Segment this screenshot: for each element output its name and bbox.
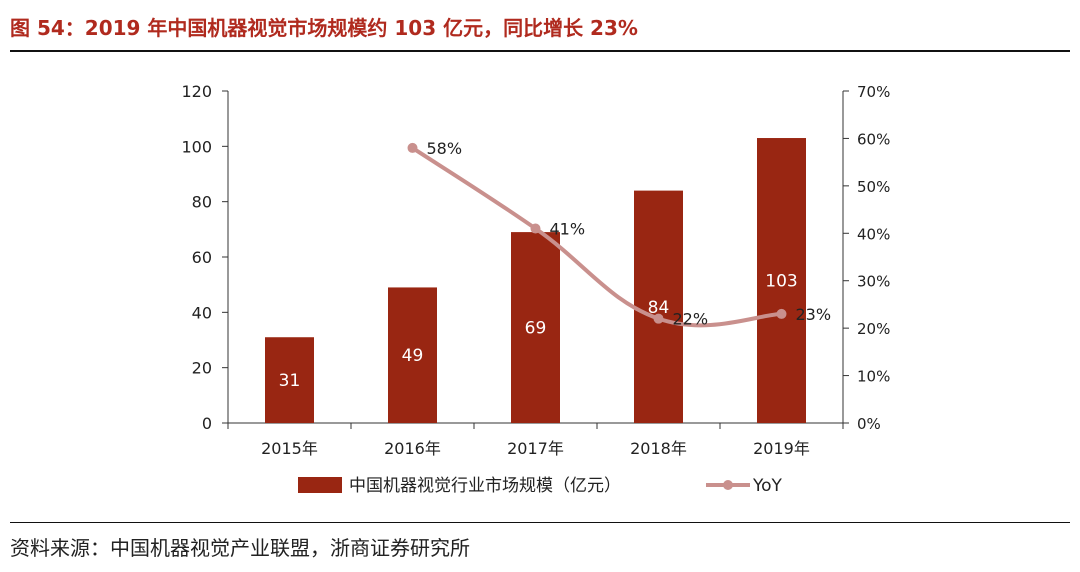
left-y-tick-label: 100 (181, 137, 212, 156)
yoy-marker (776, 308, 787, 319)
legend-line-marker (723, 480, 733, 490)
left-y-tick-label: 120 (181, 82, 212, 101)
right-y-tick-label: 0% (857, 415, 881, 433)
yoy-value-label: 23% (796, 305, 832, 324)
figure-title: 图 54：2019 年中国机器视觉市场规模约 103 亿元，同比增长 23% (10, 16, 638, 40)
x-tick-label: 2015年 (261, 439, 318, 458)
right-y-tick-label: 30% (857, 273, 890, 291)
source-divider (10, 522, 1070, 523)
left-y-tick-label: 40 (192, 303, 212, 322)
left-y-tick-label: 20 (192, 359, 212, 378)
legend-bar-label: 中国机器视觉行业市场规模（亿元） (349, 476, 621, 496)
yoy-value-label: 22% (673, 310, 709, 329)
yoy-marker (407, 142, 418, 153)
legend-bar-swatch (298, 477, 342, 493)
x-tick-label: 2017年 (507, 439, 564, 458)
bar-series: 31 49 69 84 103 (265, 138, 806, 424)
right-y-tick-label: 40% (857, 225, 890, 243)
yoy-marker (530, 223, 541, 234)
x-axis-ticks: 2015年 2016年 2017年 2018年 2019年 (227, 423, 844, 458)
bar-value-label: 84 (648, 298, 670, 318)
right-y-tick-label: 10% (857, 368, 890, 386)
bar-2019年 (757, 138, 806, 424)
bar-2015年 (265, 337, 314, 423)
right-y-ticks: 0% 10% 20% 30% 40% 50% 60% 70% (843, 83, 890, 433)
yoy-value-label: 58% (427, 139, 463, 158)
right-y-tick-label: 70% (857, 83, 890, 101)
x-tick-label: 2018年 (630, 439, 687, 458)
yoy-line-series: 58% 41% 22% 23% (407, 139, 832, 329)
x-tick-label: 2016年 (384, 439, 441, 458)
bar-value-label: 69 (525, 319, 547, 339)
left-y-tick-label: 0 (202, 414, 212, 433)
chart-legend: 中国机器视觉行业市场规模（亿元） YoY (298, 476, 783, 496)
right-y-tick-label: 20% (857, 320, 890, 338)
left-y-tick-label: 60 (192, 248, 212, 267)
right-y-tick-label: 50% (857, 178, 890, 196)
left-y-tick-label: 80 (192, 193, 212, 212)
title-divider (10, 50, 1070, 52)
bar-value-label: 49 (402, 346, 424, 366)
bar-2016年 (388, 287, 437, 423)
left-y-ticks: 0 20 40 60 80 100 120 (181, 82, 228, 433)
bar-2017年 (511, 232, 560, 423)
bar-2018年 (634, 190, 683, 423)
yoy-marker (653, 313, 664, 324)
legend-line-label: YoY (752, 476, 783, 496)
bar-value-label: 31 (279, 371, 301, 391)
bar-value-label: 103 (765, 272, 797, 292)
source-note: 资料来源：中国机器视觉产业联盟，浙商证券研究所 (10, 536, 470, 560)
yoy-value-label: 41% (550, 220, 586, 239)
yoy-line (410, 145, 784, 328)
x-tick-label: 2019年 (753, 439, 810, 458)
right-y-tick-label: 60% (857, 130, 890, 148)
